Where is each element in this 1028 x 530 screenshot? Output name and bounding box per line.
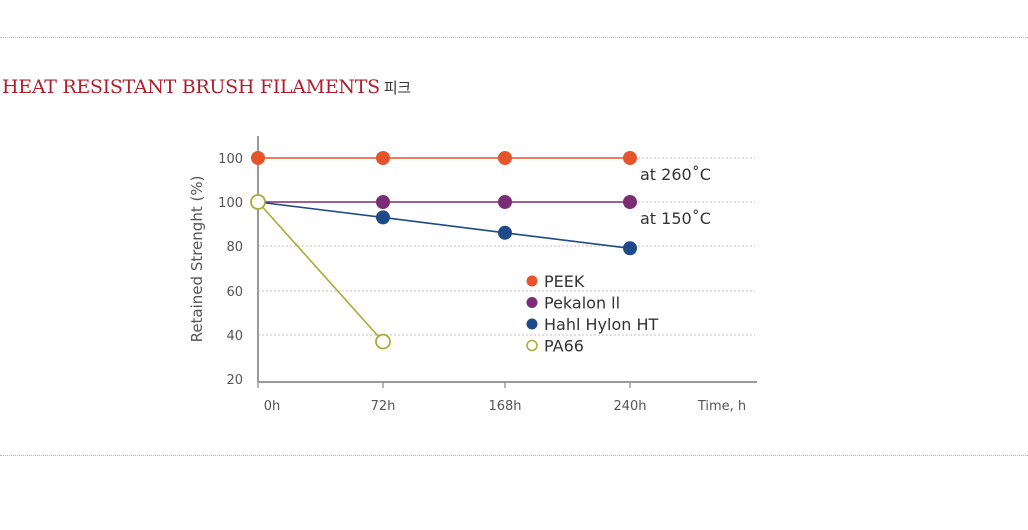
y-axis-label: Retained Strenght (%) — [188, 176, 206, 343]
y-tick-label-0: 100 — [218, 152, 243, 167]
bottom-divider — [0, 455, 1028, 456]
point-peek-240h — [623, 151, 637, 165]
legend-label-peek: PEEK — [544, 272, 585, 291]
legend-label-pa66: PA66 — [544, 337, 584, 356]
point-peek-0h — [251, 151, 265, 165]
legend-marker-hahl-hylon-ht — [526, 318, 538, 330]
point-peek-72h — [376, 151, 390, 165]
point-pekalon-ll-72h — [376, 195, 390, 209]
x-axis-end-label: Time, h — [697, 399, 746, 414]
point-pa66-0h — [250, 194, 266, 210]
point-peek-168h — [498, 151, 512, 165]
point-hahl-hylon-ht-168h — [498, 225, 512, 240]
series-line-pa66 — [257, 201, 384, 343]
y-tick-label-2: 80 — [226, 240, 243, 255]
x-tick-label-168h: 168h — [488, 399, 521, 414]
x-tick-label-240h: 240h — [613, 399, 646, 414]
page-title: HEAT RESISTANT BRUSH FILAMENTS 피크 — [2, 76, 411, 98]
y-tick-label-4: 40 — [226, 329, 243, 344]
title-text: HEAT RESISTANT BRUSH FILAMENTS — [2, 76, 380, 98]
series-line-hahl-hylon-ht — [257, 201, 631, 250]
legend-marker-pa66 — [526, 339, 538, 352]
annotation-pekalon-ll: at 150˚C — [640, 209, 711, 228]
legend-label-pekalon-ll: Pekalon ll — [544, 294, 620, 313]
point-pa66-72h — [375, 333, 391, 350]
legend-label-hahl-hylon-ht: Hahl Hylon HT — [544, 315, 659, 334]
point-hahl-hylon-ht-72h — [376, 210, 390, 225]
y-tick-label-3: 60 — [226, 285, 243, 300]
legend-marker-pekalon-ll — [526, 297, 538, 308]
title-suffix: 피크 — [383, 79, 411, 97]
legend-marker-peek — [526, 275, 538, 287]
point-pekalon-ll-240h — [623, 195, 637, 209]
y-tick-label-5: 20 — [226, 373, 243, 388]
x-tick-label-72h: 72h — [371, 399, 396, 414]
x-tick-label-0h: 0h — [264, 399, 281, 414]
y-tick-label-1: 100 — [218, 196, 243, 211]
annotation-peek: at 260˚C — [640, 165, 711, 184]
top-divider — [0, 37, 1028, 38]
point-pekalon-ll-168h — [498, 195, 512, 209]
point-hahl-hylon-ht-240h — [623, 241, 637, 256]
